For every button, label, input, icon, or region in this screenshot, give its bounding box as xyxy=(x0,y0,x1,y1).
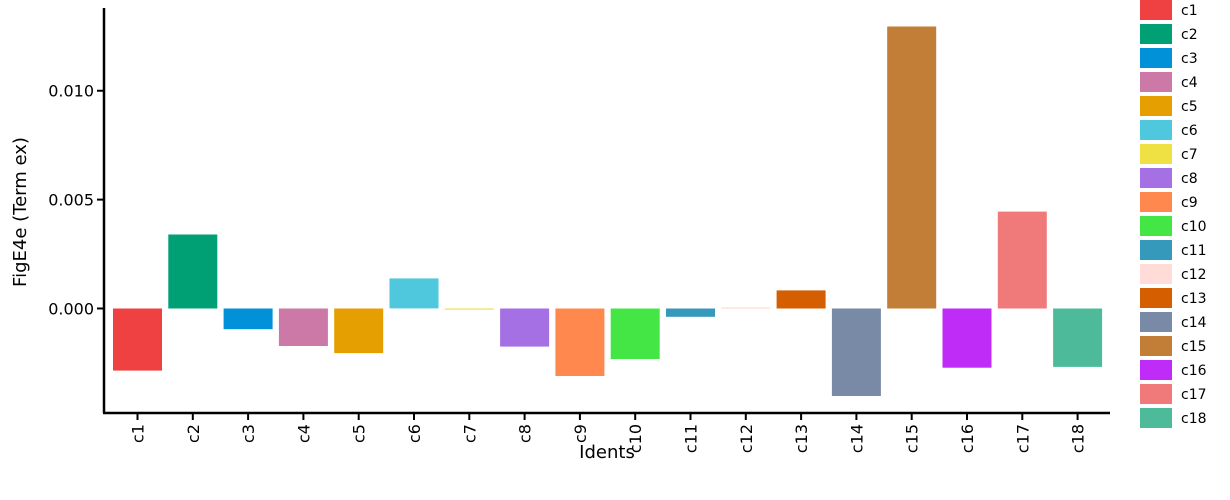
y-tick-label: 0.005 xyxy=(48,191,94,210)
legend-label-c15: c15 xyxy=(1181,339,1207,355)
legend-key-c11 xyxy=(1140,240,1172,260)
legend-label-c11: c11 xyxy=(1181,243,1207,259)
legend-label-c2: c2 xyxy=(1181,27,1198,43)
bar-c14 xyxy=(831,308,881,396)
legend-label-c5: c5 xyxy=(1181,99,1198,115)
legend-label-c12: c12 xyxy=(1181,267,1207,283)
legend-label-c6: c6 xyxy=(1181,123,1198,139)
x-tick-label: c12 xyxy=(737,424,756,453)
x-tick-label: c6 xyxy=(405,424,424,443)
bar-c7 xyxy=(444,308,494,310)
bar-c16 xyxy=(942,308,992,368)
legend-key-c12 xyxy=(1140,264,1172,284)
legend-key-c8 xyxy=(1140,168,1172,188)
legend-label-c10: c10 xyxy=(1181,219,1207,235)
bar-c3 xyxy=(223,308,273,330)
x-axis-title: Idents xyxy=(579,442,635,463)
bar-c15 xyxy=(887,26,937,309)
x-tick-label: c8 xyxy=(516,424,535,443)
legend-label-c17: c17 xyxy=(1181,387,1207,403)
y-tick-label: 0.010 xyxy=(48,82,94,101)
y-axis-ticks: 0.000 0.005 0.010 xyxy=(48,82,104,318)
x-tick-label: c3 xyxy=(239,424,258,443)
bar-c11 xyxy=(666,308,715,317)
legend-key-c1 xyxy=(1140,0,1172,20)
legend-key-c17 xyxy=(1140,384,1172,404)
legend-key-c4 xyxy=(1140,72,1172,92)
x-tick-label: c5 xyxy=(350,424,369,443)
x-tick-label: c9 xyxy=(571,424,590,443)
bar-c17 xyxy=(997,211,1047,309)
legend-key-c18 xyxy=(1140,408,1172,428)
legend-key-c9 xyxy=(1140,192,1172,212)
x-tick-label: c11 xyxy=(682,424,701,453)
x-axis-ticks: c1 c2 c3 c4 c5 c6 c7 c8 c9 c10 c11 c12 c13 c14 c15 c16 c… xyxy=(129,413,1088,453)
x-tick-label: c18 xyxy=(1069,424,1088,453)
legend-label-c1: c1 xyxy=(1181,3,1198,19)
x-tick-label: c14 xyxy=(847,424,866,453)
legend-label-c18: c18 xyxy=(1181,411,1207,427)
bar-c18 xyxy=(1053,308,1103,367)
legend-key-c13 xyxy=(1140,288,1172,308)
bar-c9 xyxy=(555,308,605,376)
legend-key-c6 xyxy=(1140,120,1172,140)
x-tick-label: c17 xyxy=(1013,424,1032,453)
bar-c6 xyxy=(389,278,439,309)
legend-label-c14: c14 xyxy=(1181,315,1207,331)
x-tick-label: c16 xyxy=(958,424,977,453)
x-tick-label: c4 xyxy=(294,424,313,443)
legend-key-c10 xyxy=(1140,216,1172,236)
y-axis-title: FigE4e (Term ex) xyxy=(10,137,31,287)
legend-label-c9: c9 xyxy=(1181,195,1198,211)
bar-c13 xyxy=(776,290,826,309)
x-tick-label: c15 xyxy=(903,424,922,453)
x-tick-label: c1 xyxy=(129,424,148,443)
legend-key-c15 xyxy=(1140,336,1172,356)
bars-group xyxy=(113,26,1103,396)
x-tick-label: c7 xyxy=(460,424,479,443)
bar-c12 xyxy=(721,307,771,309)
legend-label-c8: c8 xyxy=(1181,171,1198,187)
legend-key-c14 xyxy=(1140,312,1172,332)
bar-c2 xyxy=(168,234,218,309)
legend: c1 c2 c3 c4 c5 c6 c7 c8 c9 c10 c11 c12 c13 c14 c15 c16 c… xyxy=(1140,0,1207,428)
legend-key-c5 xyxy=(1140,96,1172,116)
bar-c8 xyxy=(500,308,550,347)
bar-c4 xyxy=(278,308,328,346)
x-tick-label: c13 xyxy=(792,424,811,453)
legend-key-c3 xyxy=(1140,48,1172,68)
y-tick-label: 0.000 xyxy=(48,299,94,318)
legend-label-c16: c16 xyxy=(1181,363,1207,379)
x-tick-label: c2 xyxy=(184,424,203,443)
bar-c10 xyxy=(610,308,660,359)
legend-key-c2 xyxy=(1140,24,1172,44)
legend-label-c3: c3 xyxy=(1181,51,1198,67)
legend-key-c16 xyxy=(1140,360,1172,380)
legend-label-c4: c4 xyxy=(1181,75,1198,91)
legend-label-c7: c7 xyxy=(1181,147,1198,163)
x-tick-label: c10 xyxy=(626,424,645,453)
bar-c1 xyxy=(113,308,162,371)
legend-label-c13: c13 xyxy=(1181,291,1207,307)
legend-key-c7 xyxy=(1140,144,1172,164)
bar-c5 xyxy=(334,308,384,354)
